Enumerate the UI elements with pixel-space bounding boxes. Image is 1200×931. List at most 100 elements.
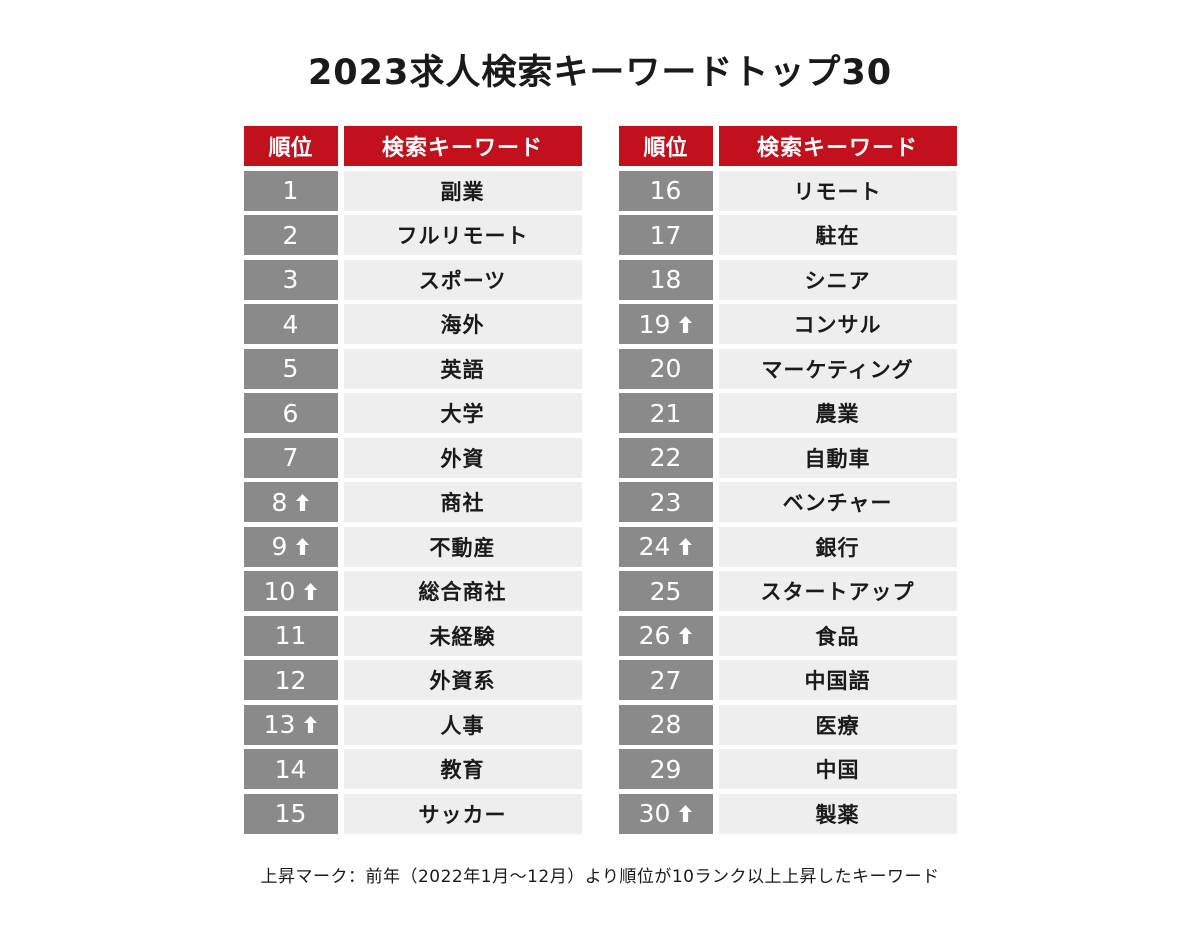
rank-cell: 7 <box>243 437 338 478</box>
keyword-cell: スタートアップ <box>718 571 957 611</box>
keyword-label: 農業 <box>815 402 860 426</box>
keyword-cell: 総合商社 <box>343 571 582 611</box>
rank-cell: 17 <box>618 215 713 255</box>
rank-cell: 25 <box>618 571 713 611</box>
keyword-cell: リモート <box>718 170 957 211</box>
keyword-label: マーケティング <box>761 357 914 382</box>
rank-number: 9 <box>271 532 288 561</box>
rank-number: 25 <box>649 576 682 606</box>
rank-number: 27 <box>649 665 682 695</box>
rank-header-label: 順位 <box>268 136 313 161</box>
rank-cell: 12 <box>243 660 338 700</box>
rank-number: 18 <box>649 265 682 294</box>
keyword-label: 不動産 <box>429 535 496 560</box>
keyword-cell: 中国語 <box>718 660 957 700</box>
table-row: 29 中国 <box>618 749 957 789</box>
keyword-label: 副業 <box>440 179 485 204</box>
rank-cell: 1 <box>243 170 338 211</box>
table-row: 27 中国語 <box>618 660 957 700</box>
keyword-header-label: 検索キーワード <box>381 136 543 161</box>
rank-number: 4 <box>282 309 299 339</box>
up-arrow-icon <box>304 716 318 733</box>
rank-cell: 29 <box>618 749 713 789</box>
rank-cell: 9 <box>243 526 338 567</box>
keyword-label: 中国 <box>815 758 860 782</box>
keyword-cell: 商社 <box>343 482 582 522</box>
table-row: 25 スタートアップ <box>618 571 957 611</box>
keyword-label: 銀行 <box>815 535 860 560</box>
keyword-label: 教育 <box>440 758 485 782</box>
table-row: 12 外資系 <box>243 660 582 700</box>
rank-cell: 26 <box>618 615 713 656</box>
rank-header-cell: 順位 <box>243 126 338 166</box>
table-row: 22 自動車 <box>618 437 957 478</box>
keyword-label: 中国語 <box>804 669 871 693</box>
keyword-label: 外資 <box>440 446 485 471</box>
rank-cell: 14 <box>243 749 338 789</box>
keyword-label: 総合商社 <box>418 580 507 604</box>
rank-number: 24 <box>638 532 671 561</box>
table-row: 14 教育 <box>243 749 582 789</box>
rank-cell: 11 <box>243 615 338 656</box>
rank-cell: 5 <box>243 348 338 389</box>
rank-number: 26 <box>638 621 671 650</box>
table-row: 4 海外 <box>243 304 582 344</box>
ranking-table-16-30: 順位 検索キーワード 16 リモート 17 <box>618 126 957 838</box>
table-row: 5 英語 <box>243 348 582 389</box>
rank-number: 7 <box>282 443 299 472</box>
keyword-label: 英語 <box>440 357 485 382</box>
table-row: 2 フルリモート <box>243 215 582 255</box>
rank-cell: 24 <box>618 526 713 567</box>
rank-number: 13 <box>263 710 296 739</box>
keyword-cell: 食品 <box>718 615 957 656</box>
rank-cell: 30 <box>618 793 713 834</box>
table-row: 9 不動産 <box>243 526 582 567</box>
keyword-cell: 農業 <box>718 393 957 433</box>
rank-cell: 10 <box>243 571 338 611</box>
rank-cell: 18 <box>618 259 713 300</box>
rank-cell: 16 <box>618 170 713 211</box>
table-row: 1 副業 <box>243 170 582 211</box>
ranking-tables: 順位 検索キーワード 1 副業 2 フル <box>0 126 1200 838</box>
rank-cell: 6 <box>243 393 338 433</box>
keyword-header-cell: 検索キーワード <box>718 126 957 166</box>
keyword-cell: フルリモート <box>343 215 582 255</box>
keyword-label: リモート <box>793 179 882 204</box>
keyword-label: 駐在 <box>815 224 860 248</box>
table-row: 18 シニア <box>618 259 957 300</box>
rank-cell: 13 <box>243 704 338 745</box>
footnote: 上昇マーク：前年（2022年1月〜12月）より順位が10ランク以上上昇したキーワ… <box>260 867 940 887</box>
keyword-cell: ベンチャー <box>718 482 957 522</box>
rank-number: 15 <box>274 799 307 828</box>
rank-number: 14 <box>274 754 307 784</box>
up-arrow-icon <box>679 315 693 333</box>
keyword-label: 人事 <box>440 713 485 738</box>
up-arrow-icon <box>296 493 310 511</box>
table-row: 6 大学 <box>243 393 582 433</box>
keyword-label: 大学 <box>440 402 485 426</box>
keyword-cell: マーケティング <box>718 348 957 389</box>
keyword-cell: 海外 <box>343 304 582 344</box>
up-arrow-icon <box>679 627 693 644</box>
table-header-row: 順位 検索キーワード <box>618 126 957 166</box>
rank-header-label: 順位 <box>643 136 688 161</box>
keyword-label: フルリモート <box>396 224 529 248</box>
up-arrow-icon <box>679 538 693 555</box>
keyword-cell: サッカー <box>343 793 582 834</box>
keyword-label: コンサル <box>793 313 882 337</box>
up-arrow-icon <box>296 538 310 555</box>
keyword-label: サッカー <box>418 802 507 827</box>
rank-cell: 4 <box>243 304 338 344</box>
table-row: 23 ベンチャー <box>618 482 957 522</box>
table-row: 21 農業 <box>618 393 957 433</box>
page-title: 2023求人検索キーワードトップ30 <box>307 53 893 93</box>
keyword-label: ベンチャー <box>782 491 893 515</box>
rank-cell: 28 <box>618 704 713 745</box>
rank-number: 5 <box>282 354 299 383</box>
keyword-label: 外資系 <box>429 669 496 693</box>
keyword-label: 海外 <box>440 313 485 337</box>
rank-number: 22 <box>649 443 682 472</box>
keyword-cell: 製薬 <box>718 793 957 834</box>
keyword-cell: 医療 <box>718 704 957 745</box>
